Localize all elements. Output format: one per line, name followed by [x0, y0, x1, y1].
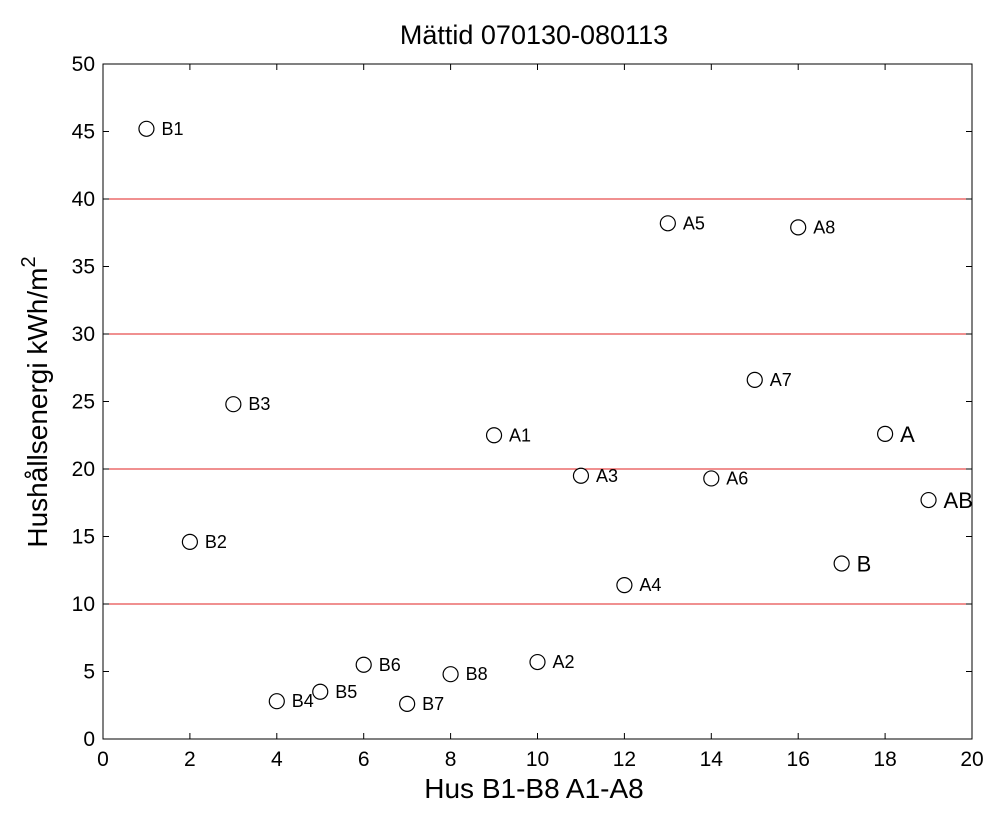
- y-tick-label: 15: [72, 526, 95, 549]
- data-point-a: [876, 425, 894, 442]
- point-label-a8: A8: [813, 217, 835, 237]
- point-label-b4: B4: [292, 691, 314, 711]
- y-axis-label-superscript: 2: [18, 256, 40, 267]
- point-label-b1: B1: [161, 119, 183, 139]
- y-tick-label: 35: [72, 256, 95, 279]
- point-label-b8: B8: [466, 664, 488, 684]
- y-tick-label: 30: [72, 323, 95, 346]
- x-axis-label: Hus B1-B8 A1-A8: [424, 773, 643, 804]
- y-tick-label: 5: [83, 661, 95, 684]
- x-tick-label: 8: [445, 748, 457, 771]
- x-tick-label: 2: [184, 748, 196, 771]
- point-label-a4: A4: [639, 575, 661, 595]
- point-label-b5: B5: [335, 682, 357, 702]
- axis-ticks: 0 2 4 6 8 10 12 14 16 18 20 0 5 10 15 20 25 30 35 40 45 50: [72, 53, 984, 771]
- point-label-a5: A5: [683, 213, 705, 233]
- point-label-a2: A2: [553, 652, 575, 672]
- chart-title: Mättid 070130-080113: [400, 20, 668, 50]
- y-tick-label: 20: [72, 458, 95, 481]
- x-tick-label: 10: [526, 748, 549, 771]
- point-label-a: A: [900, 422, 915, 447]
- x-tick-label: 20: [960, 748, 983, 771]
- reference-lines: [103, 198, 972, 605]
- y-tick-label: 0: [83, 728, 95, 751]
- point-label-ab: AB: [944, 488, 973, 513]
- data-point-a8: [790, 219, 807, 236]
- x-tick-label: 18: [873, 748, 896, 771]
- point-label-a1: A1: [509, 425, 531, 445]
- point-label-b7: B7: [422, 694, 444, 714]
- x-tick-label: 12: [613, 748, 636, 771]
- data-point-b8: [442, 666, 459, 683]
- point-label-b: B: [857, 552, 872, 577]
- data-point-b3: [225, 396, 242, 413]
- data-point-ab: [920, 491, 937, 509]
- y-axis-label-group: Hushållsenergi kWh/m2: [18, 256, 53, 547]
- y-tick-label: 45: [72, 121, 95, 144]
- point-label-a3: A3: [596, 466, 618, 486]
- y-tick-label: 40: [72, 188, 95, 211]
- x-tick-label: 16: [787, 748, 810, 771]
- data-point-b2: [181, 533, 198, 551]
- point-label-b6: B6: [379, 655, 401, 675]
- data-point-a1: [485, 427, 503, 444]
- data-point-a3: [572, 467, 590, 484]
- y-tick-label: 10: [72, 593, 95, 616]
- data-point-b5: [312, 683, 329, 700]
- data-point-b7: [399, 695, 416, 713]
- data-point-a5: [659, 215, 676, 232]
- y-tick-label: 25: [72, 391, 95, 414]
- x-tick-label: 6: [358, 748, 370, 771]
- data-point-a7: [746, 371, 763, 388]
- data-point-b6: [355, 656, 372, 673]
- data-point-b4: [268, 693, 285, 710]
- x-tick-label: 0: [97, 748, 109, 771]
- data-point-b: [833, 555, 850, 572]
- x-tick-label: 14: [700, 748, 724, 771]
- y-tick-label: 50: [72, 53, 95, 76]
- data-point-b1: [138, 120, 155, 137]
- point-label-b3: B3: [248, 394, 270, 414]
- y-axis-label-text: Hushållsenergi kWh/m: [22, 268, 53, 548]
- data-point-a4: [616, 576, 633, 594]
- point-label-a7: A7: [770, 370, 792, 390]
- point-label-a6: A6: [726, 468, 748, 488]
- y-axis-label: Hushållsenergi kWh/m2: [18, 256, 53, 547]
- data-point-a2: [529, 653, 546, 671]
- data-point-a6: [703, 470, 720, 487]
- x-tick-label: 4: [271, 748, 283, 771]
- data-points: B1 B2 B3 B4 B5 B6 B7 B8 A1 A2 A3 A4 A5 A6 A7 A8 B A AB: [138, 119, 973, 714]
- point-label-b2: B2: [205, 532, 227, 552]
